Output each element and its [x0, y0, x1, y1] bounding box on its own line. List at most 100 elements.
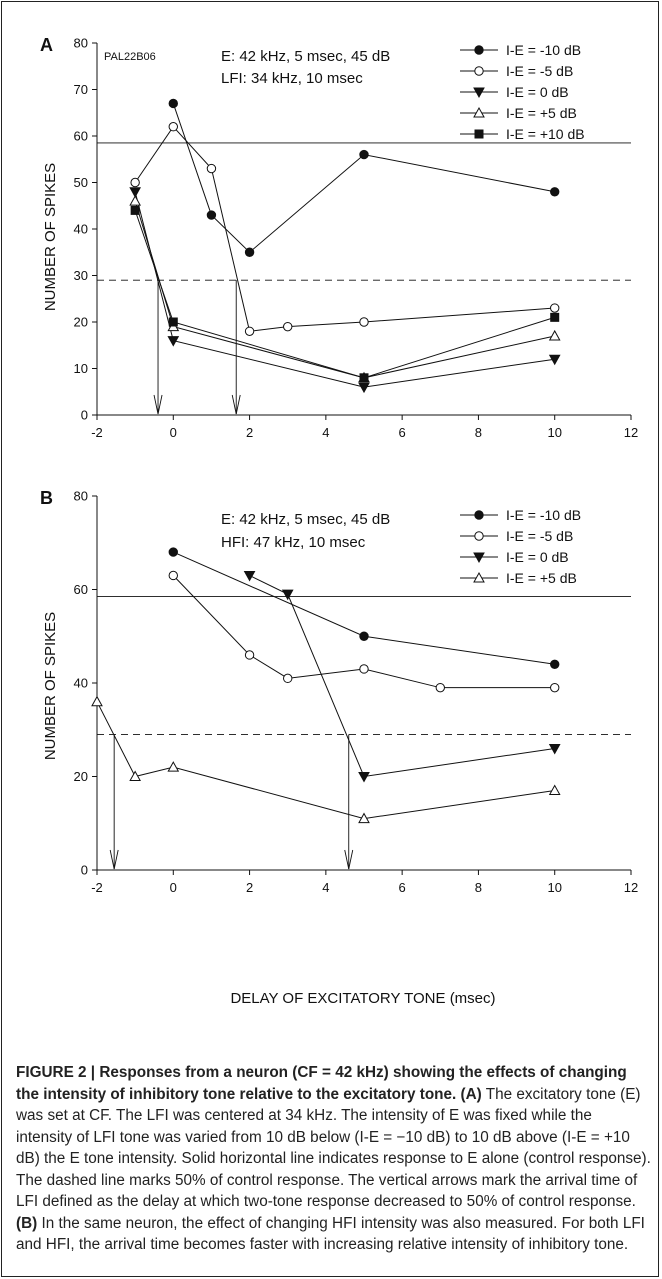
panel-b-y-axis-label: NUMBER OF SPIKES [42, 612, 59, 760]
panel-b-series-line [173, 551, 555, 665]
panel-b-data-point [168, 570, 178, 581]
panel-b-y-tick-label: 40 [74, 676, 88, 691]
panel-b-legend-marker [474, 510, 484, 520]
panel-a-x-tick-label: 4 [322, 425, 329, 440]
panel-a-data-point [168, 317, 178, 327]
panel-b-series-line [249, 575, 555, 778]
panel-b-legend-marker [473, 552, 485, 564]
panel-a-y-tick-label: 10 [74, 361, 88, 376]
panel-b-info-line-1: E: 42 kHz, 5 msec, 45 dB [221, 511, 390, 528]
panel-a-y-tick-label: 20 [74, 315, 88, 330]
panel-b-x-tick-label: 6 [399, 880, 406, 895]
panel-a-series-line [134, 200, 555, 379]
caption-b-text: In the same neuron, the effect of changi… [16, 1214, 645, 1254]
panel-b-legend-marker [474, 531, 484, 541]
panel-b-data-point [243, 570, 256, 582]
panel-b-data-point [359, 631, 369, 641]
panel-a-legend-marker [474, 45, 484, 55]
panel-a-data-point [359, 149, 369, 160]
panel-a-data-point [548, 329, 561, 341]
panel-a-data-point [550, 312, 560, 322]
panel-b-data-point [168, 547, 178, 557]
panel-a-legend-marker [474, 66, 484, 76]
panel-a-chart: A PAL22B06 E: 42 kHz, 5 msec, 45 dB LFI:… [40, 35, 638, 440]
panel-b-legend-marker [473, 571, 485, 583]
panel-a-data-point [129, 187, 141, 198]
panel-a-legend-marker [473, 87, 485, 99]
panel-b-legend-label: I-E = -10 dB [506, 507, 581, 523]
panel-a-data-point [359, 317, 369, 327]
panel-b-x-tick-label: 4 [322, 880, 329, 895]
panel-a-x-tick-label: -2 [91, 425, 103, 440]
panel-b-arrival-arrow-head [344, 849, 354, 870]
panel-b-data-point [548, 743, 561, 755]
panel-a-x-tick-label: 12 [624, 425, 638, 440]
panel-b-data-point [358, 812, 370, 824]
panel-a-data-point [550, 303, 560, 313]
panel-a-info-line-2: LFI: 34 kHz, 10 msec [221, 70, 363, 87]
panel-a-series-line [134, 191, 555, 388]
caption-b-label: (B) [16, 1214, 38, 1232]
panel-b-y-tick-label: 80 [74, 489, 88, 504]
panel-b-x-tick-label: 8 [475, 880, 482, 895]
panel-a-series-line [134, 210, 555, 379]
panel-b-data-point [359, 664, 369, 674]
panel-a-data-point [550, 187, 560, 197]
panel-b-y-tick-label: 0 [81, 863, 88, 878]
caption-a-label: (A) [460, 1085, 482, 1103]
panel-a-data-point [244, 326, 255, 336]
panel-a-data-point [548, 354, 561, 366]
panel-b-data-point [283, 673, 293, 684]
panel-b-label: B [40, 488, 53, 508]
panel-a-y-axis-label: NUMBER OF SPIKES [42, 163, 59, 311]
panel-a-arrival-arrow-head [153, 394, 163, 415]
panel-b-x-tick-label: 2 [246, 880, 253, 895]
panel-a-data-point [168, 122, 178, 132]
panel-b-legend-label: I-E = -5 dB [506, 528, 573, 544]
panel-b-y-tick-label: 20 [74, 769, 88, 784]
panel-a-y-tick-label: 40 [74, 222, 88, 237]
panel-a-data-point [283, 321, 293, 332]
panel-a-x-tick-label: 10 [547, 425, 561, 440]
panel-b-data-point [167, 761, 180, 772]
panel-b-arrival-arrow-head [109, 849, 119, 870]
panel-b-data-point [550, 659, 560, 669]
figure-caption: FIGURE 2 | Responses from a neuron (CF =… [16, 1062, 652, 1256]
panel-b-legend-label: I-E = +5 dB [506, 570, 577, 586]
panel-a-x-tick-label: 6 [399, 425, 406, 440]
panel-a-data-point [359, 373, 369, 383]
panel-b-x-axis-label: DELAY OF EXCITATORY TONE (msec) [230, 990, 495, 1007]
figure-2-charts: A PAL22B06 E: 42 kHz, 5 msec, 45 dB LFI:… [40, 35, 638, 1007]
panel-a-arrival-arrow-head [231, 394, 241, 415]
panel-a-data-point [129, 195, 141, 206]
panel-a-series-line [172, 103, 555, 253]
panel-a-x-tick-label: 0 [170, 425, 177, 440]
caption-a-text: The excitatory tone (E) was set at CF. T… [16, 1085, 651, 1211]
panel-a-x-tick-label: 8 [475, 425, 482, 440]
panel-a-y-tick-label: 70 [74, 82, 88, 97]
panel-b-data-point [91, 695, 103, 707]
panel-b-data-point [548, 784, 561, 796]
panel-b-data-point [281, 589, 294, 601]
panel-a-data-point [358, 382, 370, 394]
panel-a-y-tick-label: 80 [74, 36, 88, 51]
panel-a-legend-label: I-E = 0 dB [506, 84, 569, 100]
panel-a-data-point [244, 247, 255, 257]
panel-a-y-tick-label: 60 [74, 129, 88, 144]
panel-a-legend-label: I-E = +5 dB [506, 105, 577, 121]
panel-b-data-point [244, 650, 255, 660]
panel-a-y-tick-label: 0 [81, 408, 88, 423]
panel-a-x-tick-label: 2 [246, 425, 253, 440]
panel-a-data-point [167, 336, 180, 347]
panel-a-legend-marker [473, 106, 485, 118]
panel-a-y-tick-label: 30 [74, 268, 88, 283]
panel-a-data-point [206, 163, 217, 174]
panel-b-series-line [96, 701, 555, 820]
panel-a-data-point [130, 177, 140, 188]
panel-b-series-line [172, 575, 555, 689]
panel-b-x-tick-label: 12 [624, 880, 638, 895]
panel-a-data-point [130, 205, 140, 215]
panel-b-data-point [129, 770, 141, 781]
panel-b-x-tick-label: -2 [91, 880, 103, 895]
